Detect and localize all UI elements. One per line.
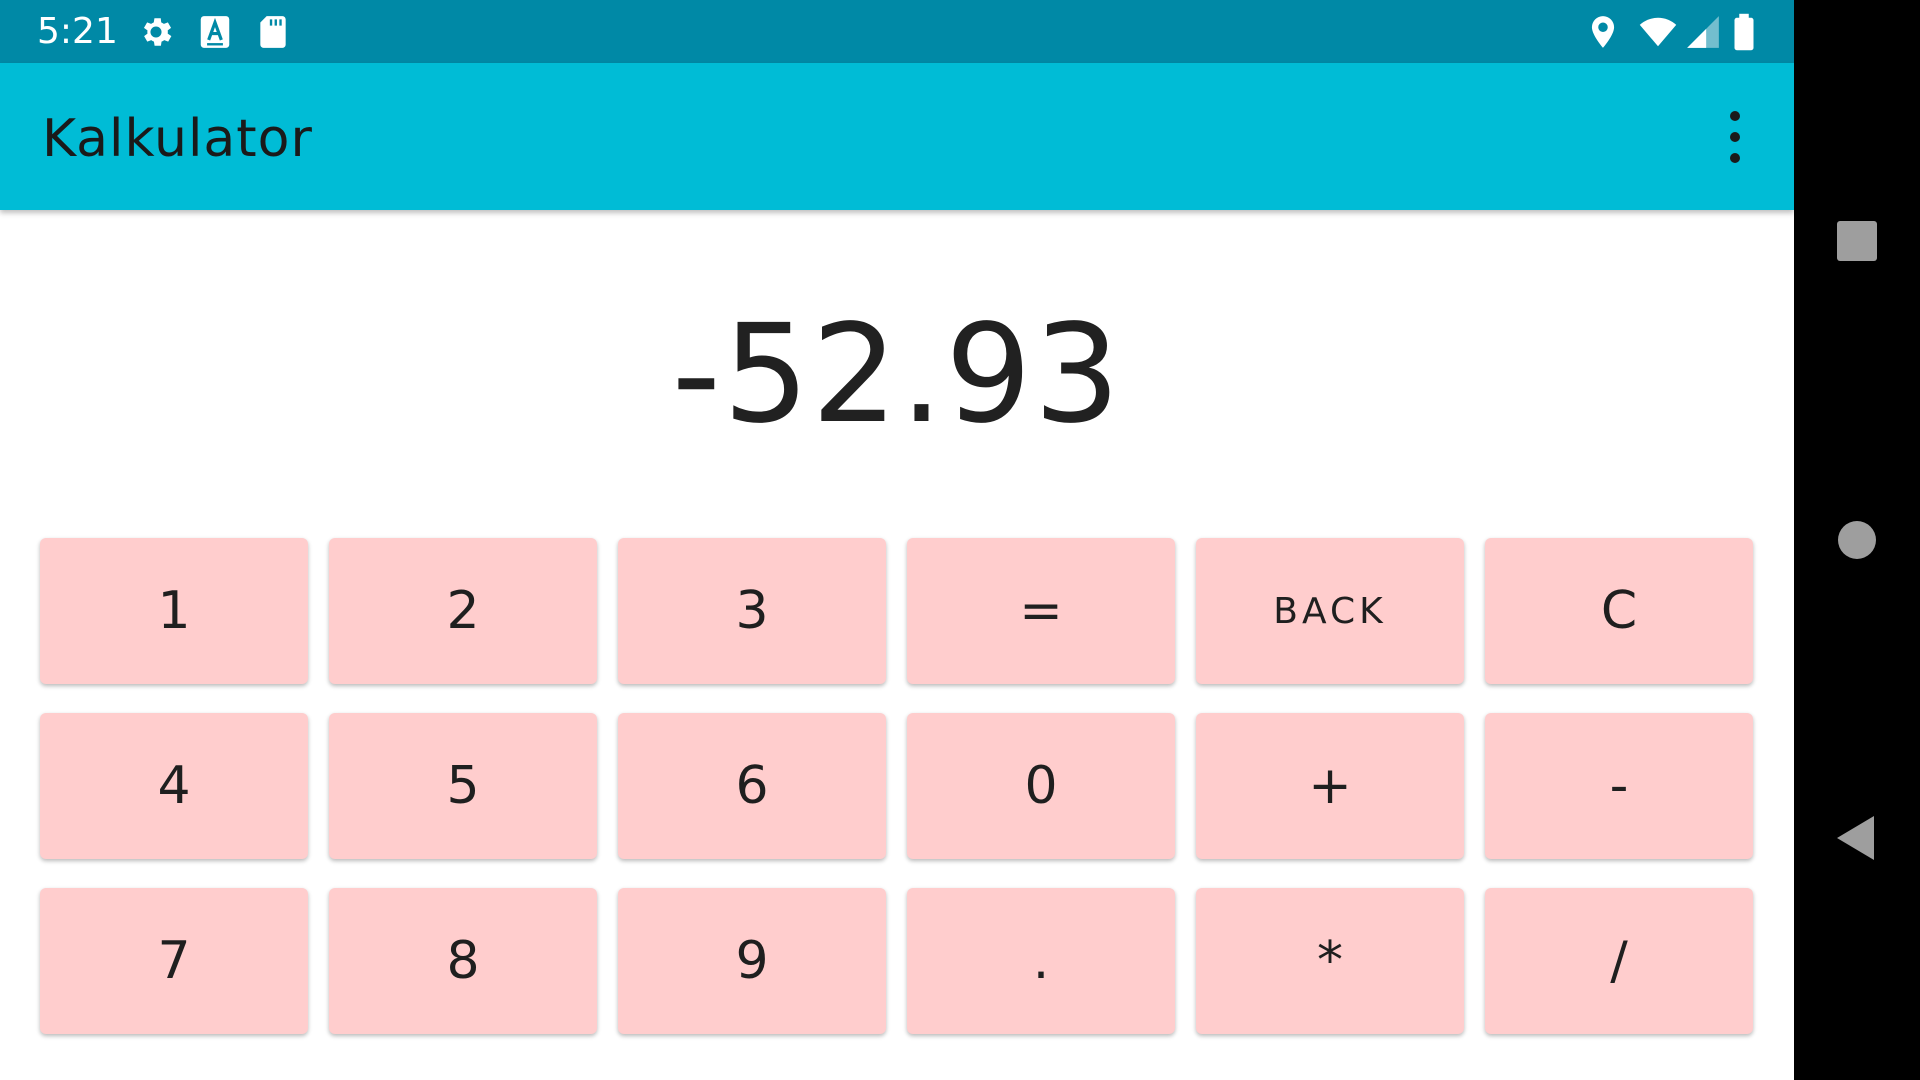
back-triangle-icon[interactable] [1827,808,1887,868]
app-title: Kalkulator [42,109,313,169]
calculator-screen: 5:21 Kalkulator [0,0,1794,1080]
keypad: 1 2 3 = BACK C 4 5 6 0 + - 7 8 9 . * / [40,538,1754,1034]
key-decimal[interactable]: . [907,888,1175,1034]
calculator-display: -52.93 [671,296,1123,454]
key-back[interactable]: BACK [1196,538,1464,684]
more-vert-icon[interactable] [1715,107,1755,167]
wifi-icon [1636,13,1680,51]
key-1[interactable]: 1 [40,538,308,684]
battery-icon [1727,13,1761,51]
key-0[interactable]: 0 [907,713,1175,859]
key-equals[interactable]: = [907,538,1175,684]
gear-icon [137,13,175,51]
key-6[interactable]: 6 [618,713,886,859]
status-bar: 5:21 [0,0,1794,63]
recents-square-icon[interactable] [1827,211,1887,271]
key-2[interactable]: 2 [329,538,597,684]
key-plus[interactable]: + [1196,713,1464,859]
key-minus[interactable]: - [1485,713,1753,859]
key-divide[interactable]: / [1485,888,1753,1034]
key-7[interactable]: 7 [40,888,308,1034]
status-time: 5:21 [37,11,118,52]
app-bar: Kalkulator [0,63,1794,210]
key-8[interactable]: 8 [329,888,597,1034]
home-circle-icon[interactable] [1827,510,1887,570]
keyboard-a-icon [196,13,234,51]
key-multiply[interactable]: * [1196,888,1464,1034]
location-icon [1584,13,1622,51]
key-5[interactable]: 5 [329,713,597,859]
key-9[interactable]: 9 [618,888,886,1034]
sd-card-icon [254,13,292,51]
key-4[interactable]: 4 [40,713,308,859]
key-clear[interactable]: C [1485,538,1753,684]
navigation-bar [1794,0,1920,1080]
signal-icon [1684,13,1722,51]
key-3[interactable]: 3 [618,538,886,684]
